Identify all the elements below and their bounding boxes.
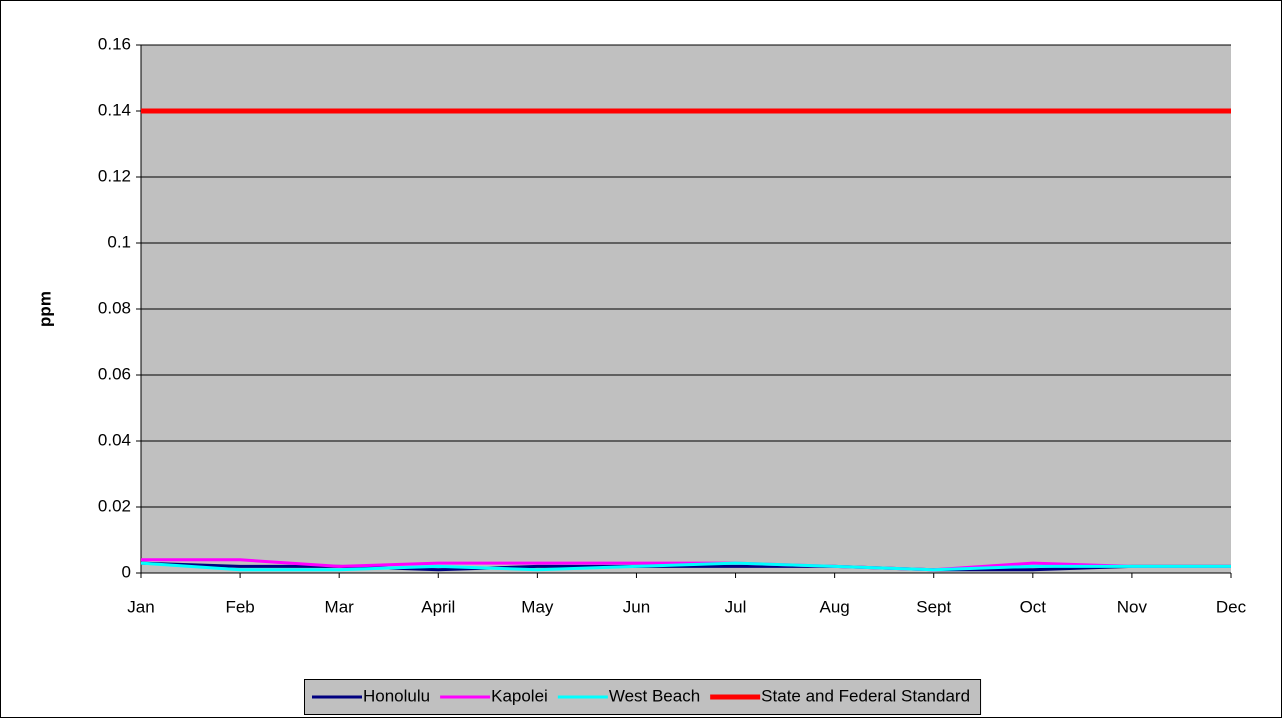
y-tick-label: 0.02 [98, 496, 131, 515]
y-tick-label: 0.16 [98, 34, 131, 53]
x-tick-label: Jun [623, 597, 650, 616]
y-axis-label: ppm [35, 291, 54, 327]
y-tick-label: 0.06 [98, 364, 131, 383]
legend-label: West Beach [609, 686, 700, 705]
legend-label: State and Federal Standard [761, 686, 970, 705]
y-tick-label: 0.08 [98, 298, 131, 317]
x-tick-label: Jul [725, 597, 747, 616]
x-tick-label: Oct [1020, 597, 1047, 616]
legend-label: Kapolei [491, 686, 548, 705]
y-tick-label: 0.14 [98, 100, 131, 119]
x-tick-label: Feb [225, 597, 254, 616]
x-tick-label: Aug [820, 597, 850, 616]
y-tick-label: 0.12 [98, 166, 131, 185]
x-tick-label: Sept [916, 597, 951, 616]
series-line [140, 561, 1231, 572]
legend-box [304, 679, 982, 715]
series-line [141, 558, 1231, 572]
y-tick-label: 0.1 [107, 232, 131, 251]
x-tick-label: Mar [325, 597, 355, 616]
x-tick-label: Dec [1216, 597, 1247, 616]
x-tick-label: Jan [127, 597, 154, 616]
y-tick-label: 0.04 [98, 430, 131, 449]
x-tick-label: Nov [1117, 597, 1148, 616]
x-tick-label: April [421, 597, 455, 616]
y-tick-label: 0 [122, 562, 131, 581]
legend-label: Honolulu [363, 686, 430, 705]
x-tick-label: May [521, 597, 554, 616]
legend: Honolulu Kapolei West Beach State and Feder… [304, 679, 982, 715]
